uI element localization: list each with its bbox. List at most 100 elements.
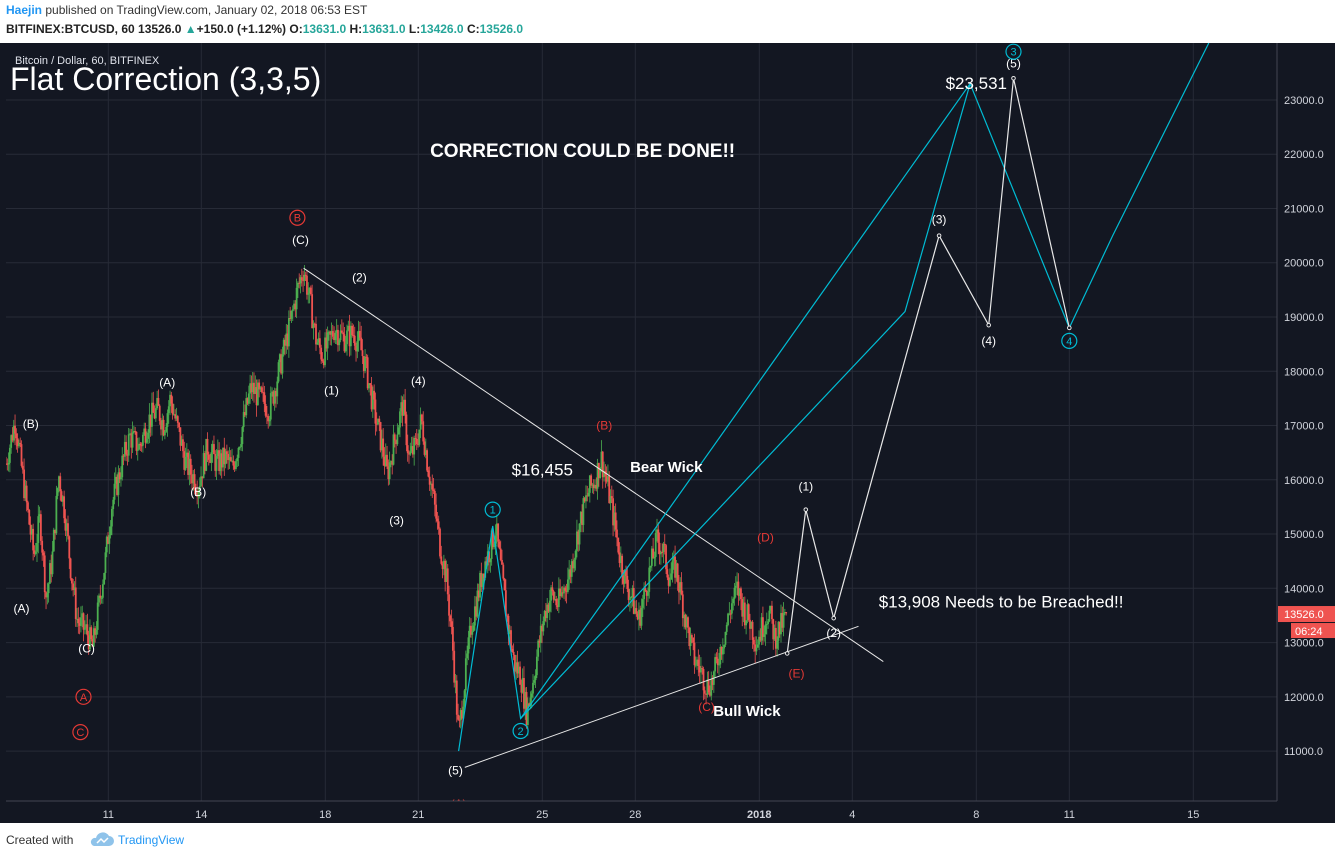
candle-body [470, 625, 472, 635]
price-axis-tick: 20000.0 [1284, 258, 1324, 270]
candle-body [742, 602, 745, 617]
candle-body [95, 629, 98, 635]
candle-body [583, 498, 586, 502]
candle-body [776, 640, 779, 649]
candle-body [441, 563, 444, 570]
candle-body [747, 604, 750, 620]
candle-body [264, 403, 267, 416]
candle-body [515, 662, 518, 672]
up-arrow-icon: ▲ [184, 22, 197, 36]
candle-body [741, 599, 744, 617]
candle-body [123, 441, 126, 457]
candle-body [339, 330, 342, 341]
candle-body [46, 593, 49, 598]
candle-body [374, 399, 377, 424]
candle-body [242, 412, 245, 428]
candle-body [525, 691, 528, 726]
candle-body [397, 427, 400, 435]
candle-body [29, 524, 32, 535]
candle-body [538, 640, 541, 643]
candle-body [683, 614, 686, 619]
wave-label-white: (2) [352, 271, 367, 285]
candle-body [758, 636, 760, 645]
candle-body [641, 599, 644, 608]
candle-body [698, 666, 701, 673]
projection-node [986, 322, 992, 328]
candle-body [233, 465, 236, 469]
candle-body [565, 590, 568, 592]
candle-body [442, 560, 445, 570]
wave-label-white: (1) [324, 384, 339, 398]
chart-annotation: Bear Wick [630, 459, 703, 476]
candle-body [34, 551, 37, 554]
cyan-trend-line [520, 83, 971, 719]
candle-body [462, 706, 465, 719]
candle-body [746, 604, 749, 621]
candle-body [570, 561, 573, 577]
candle-body [705, 693, 707, 695]
projection-node [831, 615, 837, 621]
candle-body [586, 495, 589, 497]
candle-body [171, 403, 174, 415]
circled-wave-label: C [72, 723, 89, 741]
candle-body [121, 455, 124, 478]
candle-body [337, 329, 339, 346]
candle-body [483, 573, 485, 578]
candle-body [58, 476, 60, 489]
candle-body [299, 277, 302, 284]
candle-body [401, 402, 404, 416]
wave-label-text: B [294, 213, 301, 225]
candle-body [554, 598, 556, 600]
wave-label-circle [1061, 332, 1078, 349]
wave-label-red: (E) [789, 666, 805, 680]
candle-body [303, 274, 306, 281]
candle-body [143, 428, 146, 435]
candle-body [175, 416, 178, 419]
candle-body [25, 485, 28, 503]
candle-body [368, 383, 370, 389]
candle-body [756, 644, 759, 648]
candle-body [599, 468, 602, 479]
low-label: L: [408, 22, 421, 36]
candle-body [63, 496, 66, 519]
candle-body [338, 340, 341, 346]
wave-label-circle [289, 209, 306, 226]
candle-body [587, 492, 590, 497]
candle-body [783, 612, 786, 614]
candle-body [213, 444, 215, 455]
candle-body [630, 597, 633, 599]
candle-body [10, 435, 13, 448]
author-link[interactable]: Haejin [6, 3, 43, 17]
candle-body [497, 523, 500, 542]
candle-body [109, 526, 112, 536]
candle-body [383, 456, 386, 466]
candle-body [405, 414, 408, 446]
candle-body [134, 431, 137, 433]
price-chart[interactable]: (B) (A) (C) (A) (B) (C) (2) (1) (4) (3) (5) (1) (2) (… [0, 43, 1335, 823]
candle-body [147, 432, 149, 439]
candle-body [547, 604, 550, 612]
tradingview-link[interactable]: TradingView [118, 833, 185, 847]
candle-body [304, 274, 307, 276]
candle-body [480, 572, 483, 587]
candle-body [542, 621, 545, 632]
candle-body [100, 597, 103, 599]
candle-body [140, 445, 143, 447]
candle-body [714, 657, 717, 672]
candle-body [355, 345, 357, 352]
projection-node [784, 651, 790, 656]
candle-body [523, 678, 525, 709]
candle-body [170, 394, 173, 404]
candle-body [206, 438, 209, 455]
candle-body [136, 449, 139, 451]
candle-body [138, 443, 140, 450]
candle-body [450, 621, 453, 627]
candle-body [572, 561, 574, 569]
candle-body [563, 587, 565, 594]
candle-body [207, 454, 210, 460]
candle-body [30, 528, 33, 535]
candle-body [709, 692, 711, 696]
wave-label-text: C [76, 727, 84, 739]
candle-body [49, 563, 51, 584]
candle-body [517, 666, 520, 674]
